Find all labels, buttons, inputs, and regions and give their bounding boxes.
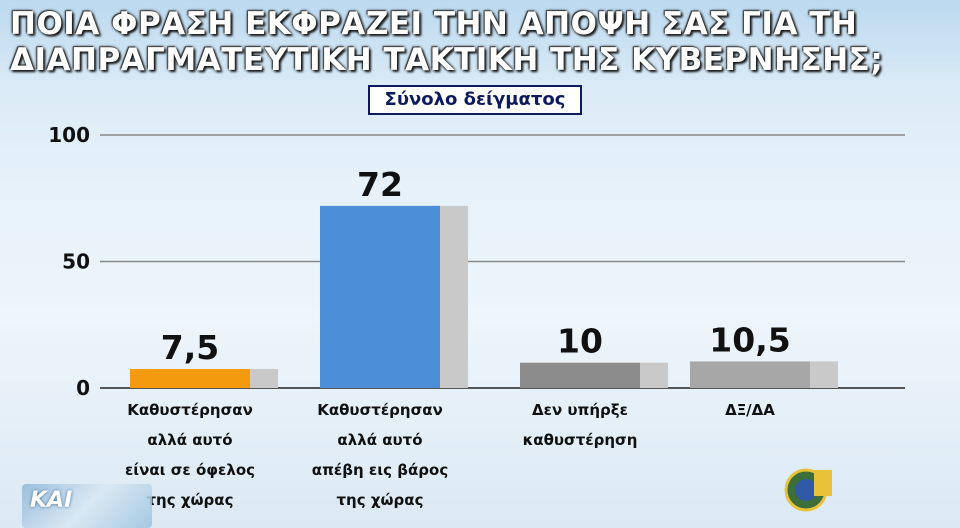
y-tick-label-100: 100 [48,123,90,147]
bar-3 [690,361,810,388]
data-label-0: 7,5 [161,328,219,367]
chart-title-line-1: ΠΟΙΑ ΦΡΑΣΗ ΕΚΦΡΑΖΕΙ ΤΗΝ ΑΠΟΨΗ ΣΑΣ ΓΙΑ ΤΗ [10,6,858,42]
category-label-2-line-1: καθυστέρηση [522,431,638,449]
category-label-2-line-0: Δεν υπήρξε [531,401,629,419]
data-label-3: 10,5 [709,320,790,359]
category-label-0-line-0: Καθυστέρησαν [127,401,253,419]
category-label-0-line-2: είναι σε όφελος [124,461,256,479]
category-label-1: Καθυστέρησαν αλλά αυτό απέβη εις βάρος της … [290,395,470,515]
bar-shadow-0 [248,369,278,388]
category-label-1-line-3: της χώρας [336,491,424,509]
category-label-0-line-3: της χώρας [146,491,234,509]
category-label-1-line-1: αλλά αυτό [337,431,423,449]
data-label-2: 10 [557,322,603,361]
y-tick-label-50: 50 [62,250,90,274]
data-label-1: 72 [357,165,403,204]
title-background [0,0,960,80]
category-label-2: Δεν υπήρξε καθυστέρηση [490,395,670,455]
category-label-3-line-0: ΔΞ/ΔΑ [725,401,775,419]
category-label-0: Καθυστέρησαν αλλά αυτό είναι σε όφελος της … [100,395,280,515]
category-label-3: ΔΞ/ΔΑ [660,395,840,425]
category-label-0-line-1: αλλά αυτό [147,431,233,449]
university-logo-icon [784,468,832,512]
channel-logo [22,484,152,528]
bar-shadow-2 [638,362,668,388]
bar-2 [520,362,640,388]
chart-title-line-2: ΔΙΑΠΡΑΓΜΑΤΕΥΤΙΚΗ ΤΑΚΤΙΚΗ ΤΗΣ ΚΥΒΕΡΝΗΣΗΣ; [10,42,884,78]
category-label-1-line-0: Καθυστέρησαν [317,401,443,419]
chart-title: ΠΟΙΑ ΦΡΑΣΗ ΕΚΦΡΑΖΕΙ ΤΗΝ ΑΠΟΨΗ ΣΑΣ ΓΙΑ ΤΗ… [0,0,960,80]
bar-shadow-3 [808,361,838,388]
channel-logo-text: ΚΑΙ [30,488,73,513]
bar-shadow-1 [438,205,468,388]
bar-0 [130,369,250,388]
category-label-1-line-2: απέβη εις βάρος [311,461,449,479]
y-tick-label-0: 0 [76,376,90,400]
chart-subtitle: Σύνολο δείγματος [368,85,582,115]
bar-1 [320,205,440,388]
